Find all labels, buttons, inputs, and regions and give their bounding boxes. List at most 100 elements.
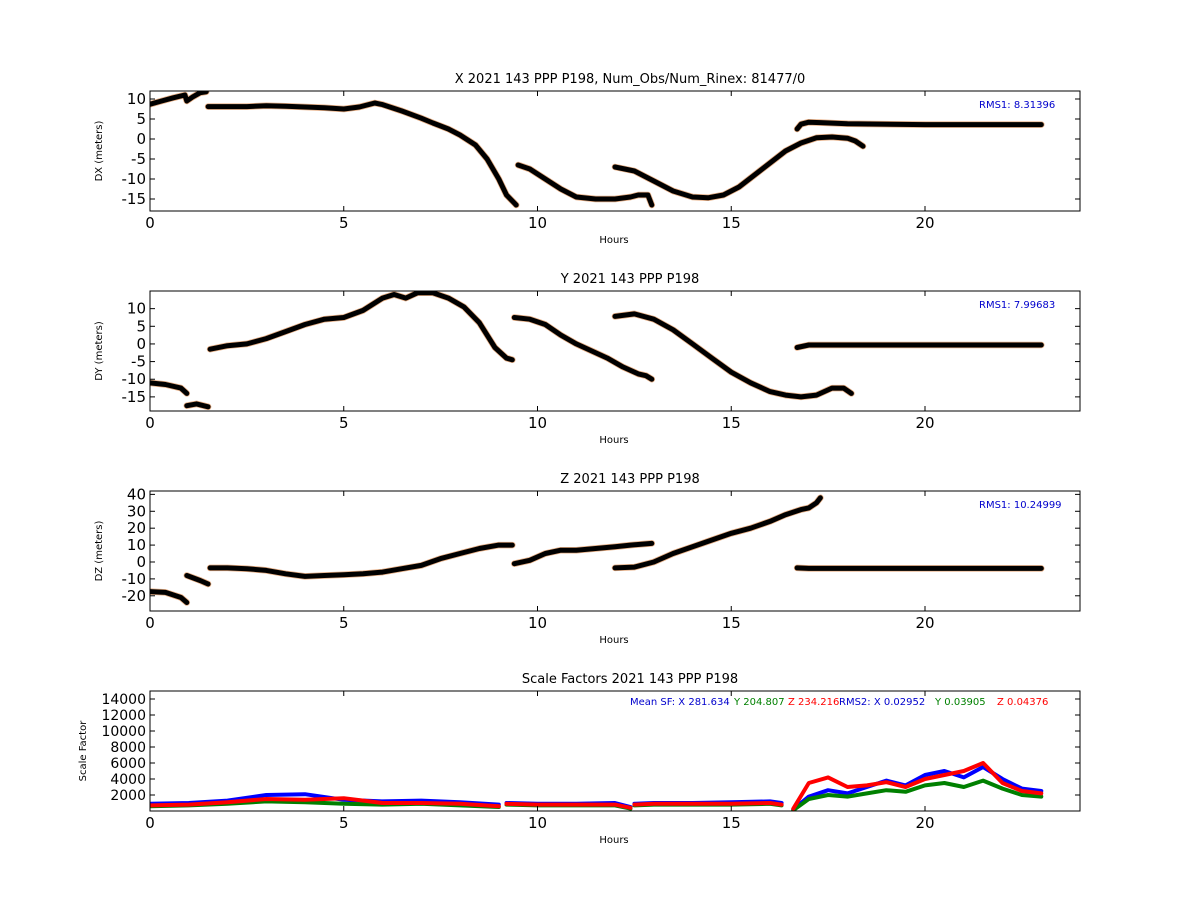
x-axis-label: Hours	[599, 235, 628, 246]
series-line-data-5	[794, 565, 1044, 571]
x-tick-label: 15	[722, 814, 741, 832]
y-tick-label: 5	[136, 110, 146, 128]
y-tick-label: 10	[127, 300, 146, 318]
y-tick-label: 30	[127, 502, 146, 520]
y-tick-label: 0	[136, 553, 146, 571]
y-tick-label: -10	[122, 570, 147, 588]
series-line-data-4	[612, 495, 823, 571]
x-tick-label: 20	[915, 614, 934, 632]
x-tick-label: 10	[528, 214, 547, 232]
x-tick-label: 0	[145, 614, 155, 632]
y-tick-label: -5	[131, 353, 146, 371]
plot-area	[150, 91, 1045, 209]
y-tick-label: -15	[122, 190, 147, 208]
series-line-data-1	[205, 100, 519, 208]
x-tick-label: 5	[339, 214, 349, 232]
y-tick-label: 10000	[101, 724, 146, 740]
x-tick-label: 5	[339, 414, 349, 432]
y-tick-label: 4000	[110, 772, 146, 788]
x-tick-label: 20	[915, 214, 934, 232]
panel-1: X 2021 143 PPP P198, Num_Obs/Num_Rinex: …	[94, 72, 1081, 246]
series-line-z-2	[632, 801, 784, 807]
series-line-data-3	[612, 134, 866, 201]
mean-sf-x-annotation: Mean SF: X 281.634	[630, 697, 730, 708]
y-tick-label: 0	[136, 335, 146, 353]
series-line-data-1	[184, 401, 211, 410]
y-tick-label: 20	[127, 519, 146, 537]
series-line-data-0	[150, 589, 190, 605]
x-tick-label: 10	[528, 814, 547, 832]
x-tick-label: 10	[528, 614, 547, 632]
y-axis-label: DZ (meters)	[94, 520, 105, 581]
series-line-data-2	[515, 162, 655, 208]
series-halo	[206, 291, 516, 364]
mean-sf-y-annotation: Y 204.807	[733, 697, 785, 708]
y-tick-label: 0	[136, 130, 146, 148]
axes-frame	[149, 690, 1081, 812]
x-tick-label: 20	[915, 414, 934, 432]
rms-annotation: RMS1: 7.99683	[979, 300, 1055, 311]
x-tick-label: 15	[722, 614, 741, 632]
series-line-z-0	[150, 796, 501, 809]
series-line-data-3	[511, 540, 655, 567]
series-halo	[611, 310, 855, 401]
rms2-z-annotation: Z 0.04376	[997, 697, 1048, 708]
x-axis-label: Hours	[599, 635, 628, 646]
series-line-data-2	[207, 542, 515, 579]
y-tick-label: -10	[122, 370, 147, 388]
axes-frame	[149, 90, 1081, 212]
series-line-y-3	[791, 778, 1044, 811]
series-line-data-5	[794, 342, 1044, 350]
y-tick-label: 14000	[101, 692, 146, 708]
panel-title: Z 2021 143 PPP P198	[560, 472, 700, 487]
x-tick-label: 15	[722, 414, 741, 432]
plot-area	[150, 291, 1045, 411]
x-axis-label: Hours	[599, 435, 628, 446]
series-line-data-3	[511, 315, 655, 382]
x-tick-label: 5	[339, 614, 349, 632]
y-tick-label: 5	[136, 317, 146, 335]
x-tick-label: 10	[528, 414, 547, 432]
panel-title: X 2021 143 PPP P198, Num_Obs/Num_Rinex: …	[455, 72, 806, 87]
y-tick-label: -5	[131, 150, 146, 168]
y-tick-label: -10	[122, 170, 147, 188]
y-tick-label: 10	[127, 90, 146, 108]
x-tick-label: 15	[722, 214, 741, 232]
plot-area	[150, 494, 1045, 606]
y-tick-label: 6000	[110, 756, 146, 772]
y-tick-label: -15	[122, 388, 147, 406]
rms2-y-annotation: Y 0.03905	[934, 697, 986, 708]
rms2-x-annotation: RMS2: X 0.02952	[839, 697, 925, 708]
rms-annotation: RMS1: 10.24999	[979, 500, 1062, 511]
series-line-data-1	[184, 573, 211, 587]
plot-area	[150, 761, 1044, 811]
x-tick-label: 5	[339, 814, 349, 832]
y-tick-label: 8000	[110, 740, 146, 756]
axes-frame	[149, 490, 1081, 612]
y-tick-label: 2000	[110, 788, 146, 804]
series-halo	[611, 494, 824, 572]
y-tick-label: 12000	[101, 708, 146, 724]
y-tick-label: -20	[122, 587, 147, 605]
series-line-data-4	[612, 311, 854, 400]
series-line-data-0	[150, 380, 190, 396]
y-axis-label: DY (meters)	[94, 321, 105, 381]
series-line-data-0	[150, 91, 209, 107]
series-line-data-4	[794, 119, 1044, 132]
y-axis-label: Scale Factor	[78, 720, 89, 782]
series-line-z-3	[791, 761, 1044, 811]
panel-4: Scale Factors 2021 143 PPP P198 0 5 10 15 20 1…	[78, 672, 1081, 846]
panel-title: Y 2021 143 PPP P198	[560, 272, 700, 287]
series-line-z-1	[504, 801, 633, 810]
rms-annotation: RMS1: 8.31396	[979, 100, 1055, 111]
y-axis-label: DX (meters)	[94, 120, 105, 181]
mean-sf-z-annotation: Z 234.216	[788, 697, 839, 708]
y-tick-label: 40	[127, 485, 146, 503]
series-halo	[204, 99, 520, 209]
panel-title: Scale Factors 2021 143 PPP P198	[522, 672, 738, 687]
x-tick-label: 0	[145, 214, 155, 232]
x-axis-label: Hours	[599, 835, 628, 846]
